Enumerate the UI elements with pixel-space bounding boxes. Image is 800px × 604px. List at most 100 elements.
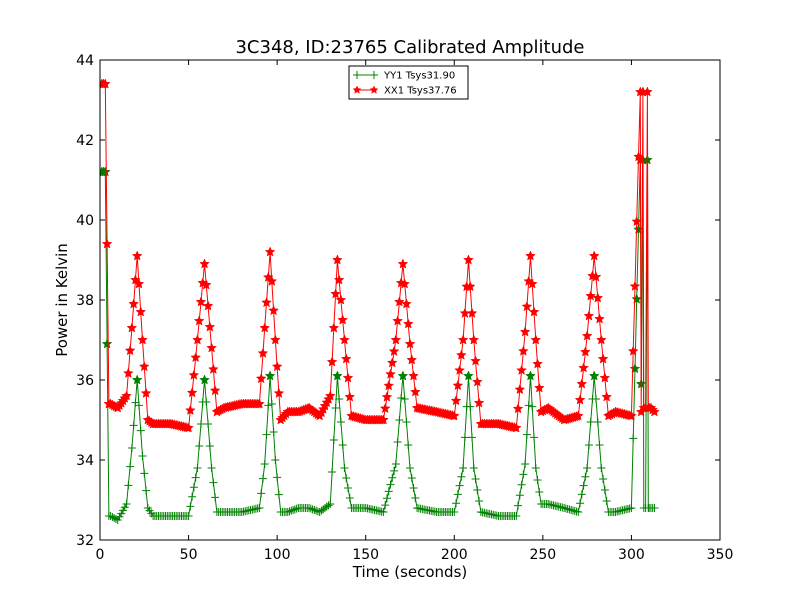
x-tick-label: 50 — [180, 547, 198, 563]
data-point — [385, 368, 396, 379]
data-point — [627, 345, 639, 356]
data-point — [136, 426, 145, 435]
data-point — [471, 376, 483, 387]
data-point — [324, 390, 336, 401]
data-point — [459, 464, 468, 472]
data-point — [261, 297, 272, 308]
data-point — [510, 422, 522, 433]
data-point — [470, 355, 481, 366]
data-point — [267, 400, 276, 408]
data-point — [206, 342, 218, 353]
data-point — [602, 497, 611, 505]
data-point — [592, 292, 604, 303]
data-point — [381, 391, 393, 402]
legend-marker — [353, 71, 361, 79]
data-point — [600, 486, 609, 494]
data-point — [397, 258, 409, 269]
data-point — [466, 307, 478, 318]
data-point — [521, 460, 530, 468]
data-point — [626, 410, 637, 421]
data-point — [257, 489, 266, 498]
data-point — [126, 462, 135, 471]
data-point — [209, 385, 221, 396]
data-point — [519, 470, 528, 479]
data-point — [342, 372, 354, 383]
data-point — [577, 490, 586, 499]
data-point — [402, 318, 414, 329]
data-point — [264, 401, 273, 410]
data-point — [110, 514, 119, 522]
data-point — [627, 504, 636, 512]
data-point — [344, 484, 352, 492]
data-point — [586, 418, 595, 426]
data-point — [395, 416, 404, 424]
data-point — [337, 314, 349, 325]
axes: 0 50 100 150 200 250 300 350 32 34 36 38 40 42 44 — [76, 53, 733, 563]
data-point — [448, 410, 460, 421]
data-point — [113, 516, 122, 524]
data-point — [199, 258, 210, 269]
data-point — [390, 466, 399, 475]
data-point — [392, 315, 404, 326]
data-point — [328, 322, 340, 333]
data-point — [406, 464, 414, 472]
data-point — [583, 310, 595, 321]
data-point — [475, 497, 484, 505]
data-point — [306, 504, 315, 513]
data-point — [526, 278, 538, 289]
data-point — [183, 422, 194, 433]
data-point — [342, 474, 351, 482]
data-point — [260, 460, 269, 468]
data-point — [124, 481, 133, 490]
data-point — [333, 274, 345, 285]
data-point — [274, 490, 283, 499]
data-point — [186, 387, 198, 398]
data-point — [204, 420, 213, 428]
data-point — [255, 504, 264, 512]
data-point — [629, 434, 638, 443]
data-point — [257, 347, 269, 358]
data-point — [264, 370, 276, 381]
data-point — [581, 330, 593, 341]
legend: YY1 Tsys31.90 XX1 Tsys37.76 — [348, 65, 469, 100]
data-point — [393, 296, 405, 307]
data-point — [131, 374, 143, 385]
data-point — [308, 505, 317, 514]
data-point — [273, 387, 285, 398]
data-point — [338, 441, 347, 449]
data-point — [408, 370, 419, 381]
data-point — [202, 398, 211, 406]
data-point — [514, 383, 526, 395]
data-point — [326, 500, 335, 508]
data-point — [106, 512, 115, 520]
data-point — [339, 334, 350, 345]
data-point — [512, 403, 524, 414]
data-point — [579, 481, 588, 490]
data-point — [471, 475, 480, 483]
data-point — [411, 494, 420, 502]
data-point — [649, 406, 660, 417]
data-point — [455, 481, 464, 490]
data-point — [578, 362, 590, 373]
data-point — [127, 444, 136, 452]
data-point — [468, 334, 480, 345]
data-point — [115, 512, 124, 521]
data-point — [126, 322, 138, 333]
data-point — [336, 418, 345, 426]
data-point — [199, 374, 210, 385]
data-point — [122, 500, 131, 508]
data-point — [340, 464, 349, 472]
y-tick-label: 42 — [76, 133, 94, 149]
series-xx1 — [100, 78, 660, 433]
y-tick-label: 36 — [76, 373, 94, 389]
data-point — [142, 486, 151, 495]
data-point — [457, 334, 469, 345]
data-point — [379, 508, 388, 516]
data-point — [135, 306, 147, 317]
data-point — [134, 401, 143, 410]
data-point — [326, 356, 338, 367]
data-point — [329, 436, 338, 444]
data-point — [207, 363, 219, 374]
